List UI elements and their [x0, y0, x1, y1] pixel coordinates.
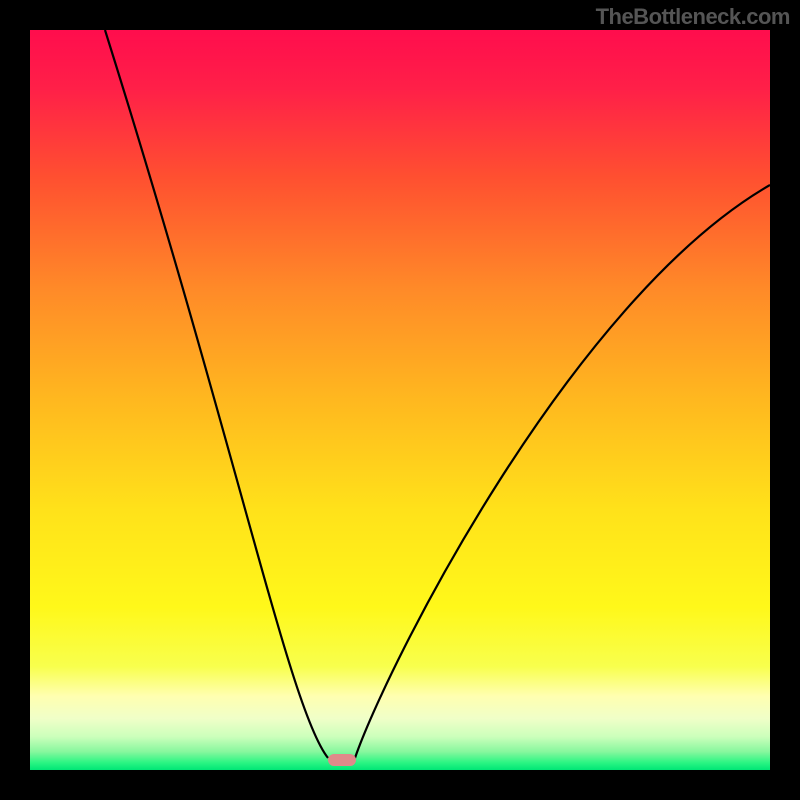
chart-container: TheBottleneck.com: [0, 0, 800, 800]
curve-left-branch: [105, 30, 328, 758]
watermark-text: TheBottleneck.com: [596, 4, 790, 30]
curve-right-branch: [355, 185, 770, 758]
plot-frame: [30, 30, 770, 770]
curve-layer: [30, 30, 770, 770]
minimum-marker: [328, 754, 356, 766]
